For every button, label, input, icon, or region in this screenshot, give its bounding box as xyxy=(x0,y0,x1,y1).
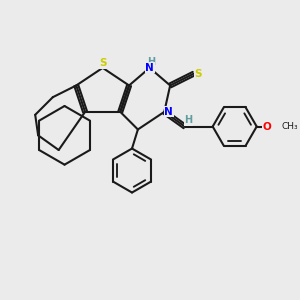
Text: H: H xyxy=(147,57,155,67)
Text: O: O xyxy=(262,122,271,131)
Text: N: N xyxy=(145,63,154,73)
Text: CH₃: CH₃ xyxy=(282,122,298,131)
Text: S: S xyxy=(194,69,202,79)
Text: H: H xyxy=(184,115,192,125)
Text: S: S xyxy=(99,58,106,68)
Text: N: N xyxy=(164,107,173,117)
